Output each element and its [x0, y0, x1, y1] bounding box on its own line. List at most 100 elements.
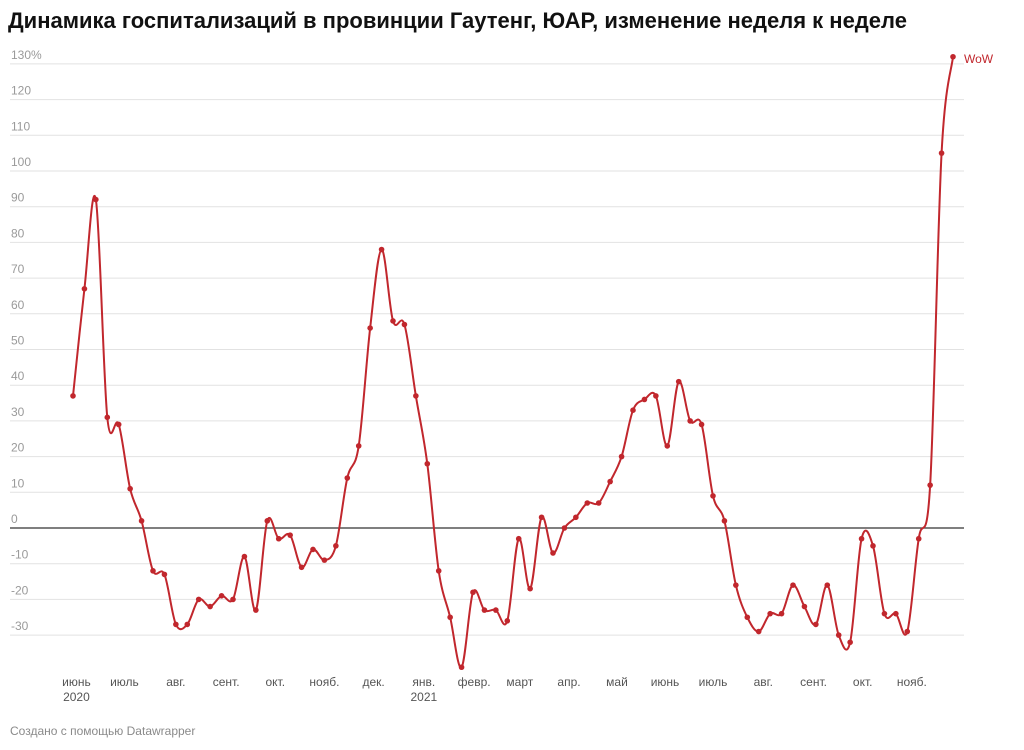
data-point	[195, 596, 202, 603]
x-tick-label: нояб.	[897, 675, 927, 689]
y-tick-label: 80	[11, 226, 25, 240]
y-tick-label: -20	[11, 583, 29, 597]
data-point	[675, 378, 682, 385]
data-point	[641, 396, 648, 403]
x-tick-label: сент.	[213, 675, 240, 689]
data-point	[493, 607, 499, 613]
y-tick-label: 50	[11, 334, 25, 348]
data-point	[653, 393, 659, 399]
data-point	[115, 421, 122, 428]
data-point	[595, 500, 602, 506]
data-point	[173, 621, 179, 628]
data-point	[401, 321, 408, 328]
data-point	[858, 535, 865, 542]
data-point	[138, 518, 145, 524]
data-point	[927, 482, 933, 488]
x-tick-label: июль	[699, 675, 728, 689]
x-tick-label: янв.	[412, 675, 435, 689]
y-tick-label: 10	[11, 476, 25, 490]
data-point	[275, 535, 282, 542]
data-point	[127, 485, 133, 492]
data-point	[81, 286, 88, 292]
y-tick-label: 120	[11, 84, 31, 98]
data-point	[104, 414, 111, 421]
data-point	[264, 518, 271, 524]
chart-title: Динамика госпитализаций в провинции Гаут…	[8, 8, 907, 33]
data-point	[161, 571, 168, 578]
data-point	[915, 535, 922, 542]
data-point	[790, 582, 796, 588]
data-point	[573, 514, 579, 521]
y-tick-label: 60	[11, 298, 25, 312]
data-point	[504, 618, 511, 624]
y-tick-label: 70	[11, 262, 25, 276]
data-point	[355, 443, 362, 449]
data-point	[150, 568, 156, 574]
x-tick-label: окт.	[853, 675, 873, 689]
data-point	[253, 607, 259, 613]
data-point	[618, 453, 625, 460]
data-point	[550, 550, 556, 556]
data-point	[424, 460, 431, 467]
data-point	[710, 493, 716, 499]
data-point	[813, 621, 819, 628]
data-point	[390, 318, 396, 324]
data-point	[241, 553, 248, 560]
data-point	[721, 518, 728, 524]
x-tick-label: март	[506, 675, 533, 689]
data-point	[218, 593, 225, 599]
x-tick-label: май	[606, 675, 628, 689]
data-point	[435, 568, 442, 574]
data-point	[378, 246, 385, 253]
footer-credit: Создано с помощью Datawrapper	[10, 724, 196, 738]
x-tick-label: дек.	[362, 675, 384, 689]
gridlines	[10, 63, 964, 636]
data-point	[881, 610, 888, 617]
data-point	[344, 475, 351, 481]
y-tick-label: 90	[11, 191, 25, 205]
x-tick-label: апр.	[557, 675, 580, 689]
series-wow: WoW	[70, 52, 994, 671]
y-tick-label: 20	[11, 441, 25, 455]
data-point	[767, 610, 773, 617]
data-point	[321, 557, 328, 563]
x-tick-label: июнь	[62, 675, 91, 689]
data-point	[527, 585, 533, 592]
data-point	[310, 546, 316, 553]
data-point	[481, 607, 488, 613]
data-point	[835, 632, 842, 638]
x-tick-label: февр.	[458, 675, 491, 689]
series-line	[72, 55, 954, 669]
data-point	[687, 418, 693, 424]
data-point	[367, 325, 373, 331]
y-axis: 130%1201101009080706050403020100-10-20-3…	[11, 48, 42, 633]
x-tick-label: окт.	[266, 675, 286, 689]
y-tick-label: 0	[11, 512, 18, 526]
data-point	[938, 150, 945, 156]
data-point	[607, 478, 613, 485]
y-tick-label: 130%	[11, 48, 42, 62]
x-tick-label: июль	[110, 675, 139, 689]
data-point	[778, 610, 785, 617]
x-tick-year-label: 2021	[411, 690, 438, 704]
data-point	[630, 407, 636, 413]
data-point	[470, 589, 476, 596]
data-point	[447, 614, 453, 621]
data-point	[744, 614, 751, 621]
data-point	[733, 582, 739, 588]
data-point	[561, 525, 568, 531]
y-tick-label: 110	[11, 119, 30, 133]
data-point	[184, 621, 191, 628]
x-tick-label: сент.	[800, 675, 827, 689]
data-point	[870, 543, 876, 549]
data-point	[515, 535, 522, 542]
data-point	[70, 393, 76, 399]
data-point	[950, 53, 956, 60]
data-point	[584, 500, 591, 506]
data-point	[298, 564, 305, 571]
x-tick-year-label: 2020	[63, 690, 90, 704]
x-tick-label: нояб.	[309, 675, 339, 689]
series-label: WoW	[964, 52, 994, 66]
y-tick-label: 30	[11, 405, 25, 419]
y-tick-label: 40	[11, 369, 25, 383]
